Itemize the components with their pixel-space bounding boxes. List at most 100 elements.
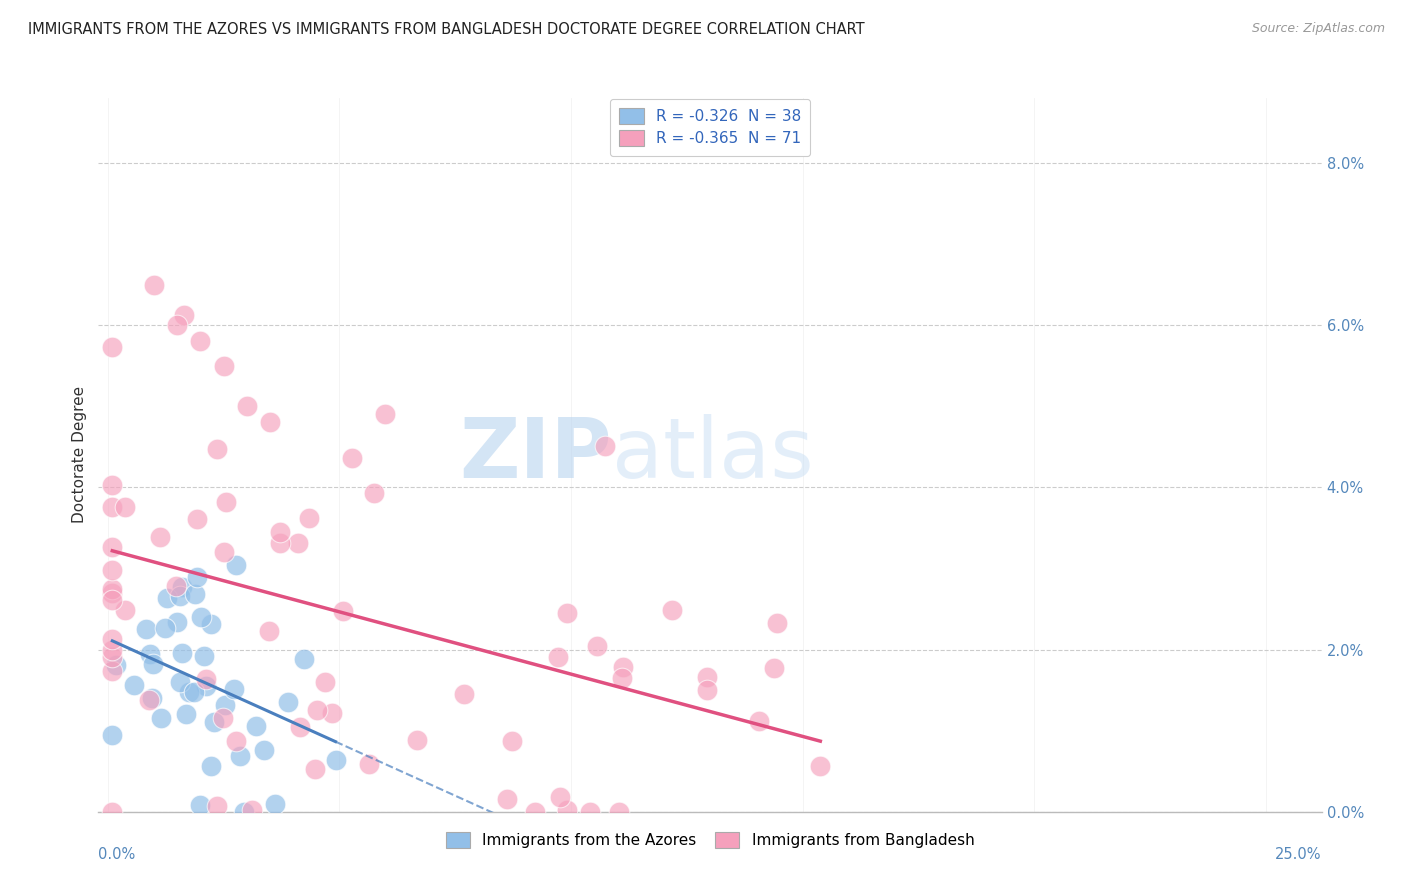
Y-axis label: Doctorate Degree: Doctorate Degree: [72, 386, 87, 524]
Point: [207, 798, 229, 813]
Point: [748, 714, 770, 728]
Point: [101, 728, 124, 742]
Point: [101, 805, 124, 819]
Point: [292, 651, 315, 665]
Point: [139, 648, 162, 662]
Point: [257, 624, 280, 639]
Point: [374, 407, 396, 421]
Legend: Immigrants from the Azores, Immigrants from Bangladesh: Immigrants from the Azores, Immigrants f…: [436, 822, 984, 857]
Point: [263, 797, 285, 811]
Point: [245, 719, 267, 733]
Point: [170, 580, 193, 594]
Text: Source: ZipAtlas.com: Source: ZipAtlas.com: [1251, 22, 1385, 36]
Point: [101, 500, 124, 514]
Point: [233, 805, 256, 819]
Point: [101, 664, 124, 678]
Point: [225, 558, 247, 573]
Point: [406, 733, 429, 747]
Point: [166, 318, 188, 333]
Text: ZIP: ZIP: [460, 415, 612, 495]
Point: [453, 687, 475, 701]
Point: [155, 621, 177, 635]
Point: [176, 707, 198, 722]
Point: [225, 734, 247, 748]
Point: [101, 563, 124, 577]
Point: [612, 660, 634, 674]
Point: [101, 540, 124, 554]
Point: [101, 586, 124, 600]
Point: [202, 714, 225, 729]
Point: [101, 632, 124, 646]
Point: [661, 603, 683, 617]
Point: [214, 544, 236, 558]
Point: [166, 615, 188, 629]
Point: [269, 525, 291, 540]
Point: [342, 451, 364, 466]
Point: [183, 685, 205, 699]
Point: [222, 682, 245, 697]
Point: [269, 536, 291, 550]
Point: [325, 753, 347, 767]
Text: 25.0%: 25.0%: [1275, 847, 1322, 863]
Point: [298, 511, 321, 525]
Point: [277, 695, 299, 709]
Point: [186, 512, 208, 526]
Point: [321, 706, 343, 720]
Point: [290, 721, 312, 735]
Point: [188, 334, 212, 349]
Point: [165, 579, 187, 593]
Point: [304, 762, 326, 776]
Point: [595, 439, 617, 453]
Text: atlas: atlas: [612, 415, 814, 495]
Point: [501, 733, 523, 747]
Point: [188, 798, 211, 813]
Point: [207, 442, 229, 456]
Point: [156, 591, 179, 606]
Point: [101, 593, 124, 607]
Text: IMMIGRANTS FROM THE AZORES VS IMMIGRANTS FROM BANGLADESH DOCTORATE DEGREE CORREL: IMMIGRANTS FROM THE AZORES VS IMMIGRANTS…: [28, 22, 865, 37]
Point: [524, 805, 547, 819]
Point: [114, 603, 136, 617]
Point: [579, 805, 602, 819]
Point: [184, 586, 207, 600]
Point: [359, 757, 381, 772]
Point: [195, 672, 218, 686]
Point: [101, 649, 124, 664]
Point: [142, 657, 165, 672]
Point: [696, 682, 718, 697]
Point: [101, 582, 124, 596]
Point: [229, 748, 252, 763]
Point: [496, 792, 519, 806]
Point: [610, 672, 633, 686]
Point: [169, 674, 191, 689]
Point: [607, 805, 630, 819]
Point: [101, 340, 124, 354]
Point: [141, 691, 163, 706]
Point: [173, 308, 195, 322]
Point: [548, 790, 571, 805]
Point: [114, 500, 136, 515]
Point: [195, 679, 218, 693]
Point: [186, 570, 208, 584]
Point: [259, 416, 281, 430]
Point: [240, 803, 263, 817]
Point: [170, 646, 193, 660]
Point: [190, 610, 212, 624]
Point: [235, 399, 257, 413]
Point: [287, 536, 309, 550]
Point: [363, 486, 385, 500]
Point: [101, 643, 124, 657]
Point: [122, 678, 145, 692]
Point: [314, 674, 336, 689]
Point: [762, 661, 785, 675]
Point: [169, 589, 191, 603]
Point: [332, 604, 354, 618]
Point: [696, 670, 718, 684]
Point: [547, 650, 569, 665]
Point: [557, 606, 579, 620]
Point: [138, 692, 160, 706]
Point: [105, 657, 128, 672]
Text: 0.0%: 0.0%: [98, 847, 135, 863]
Point: [214, 698, 236, 712]
Point: [135, 622, 157, 636]
